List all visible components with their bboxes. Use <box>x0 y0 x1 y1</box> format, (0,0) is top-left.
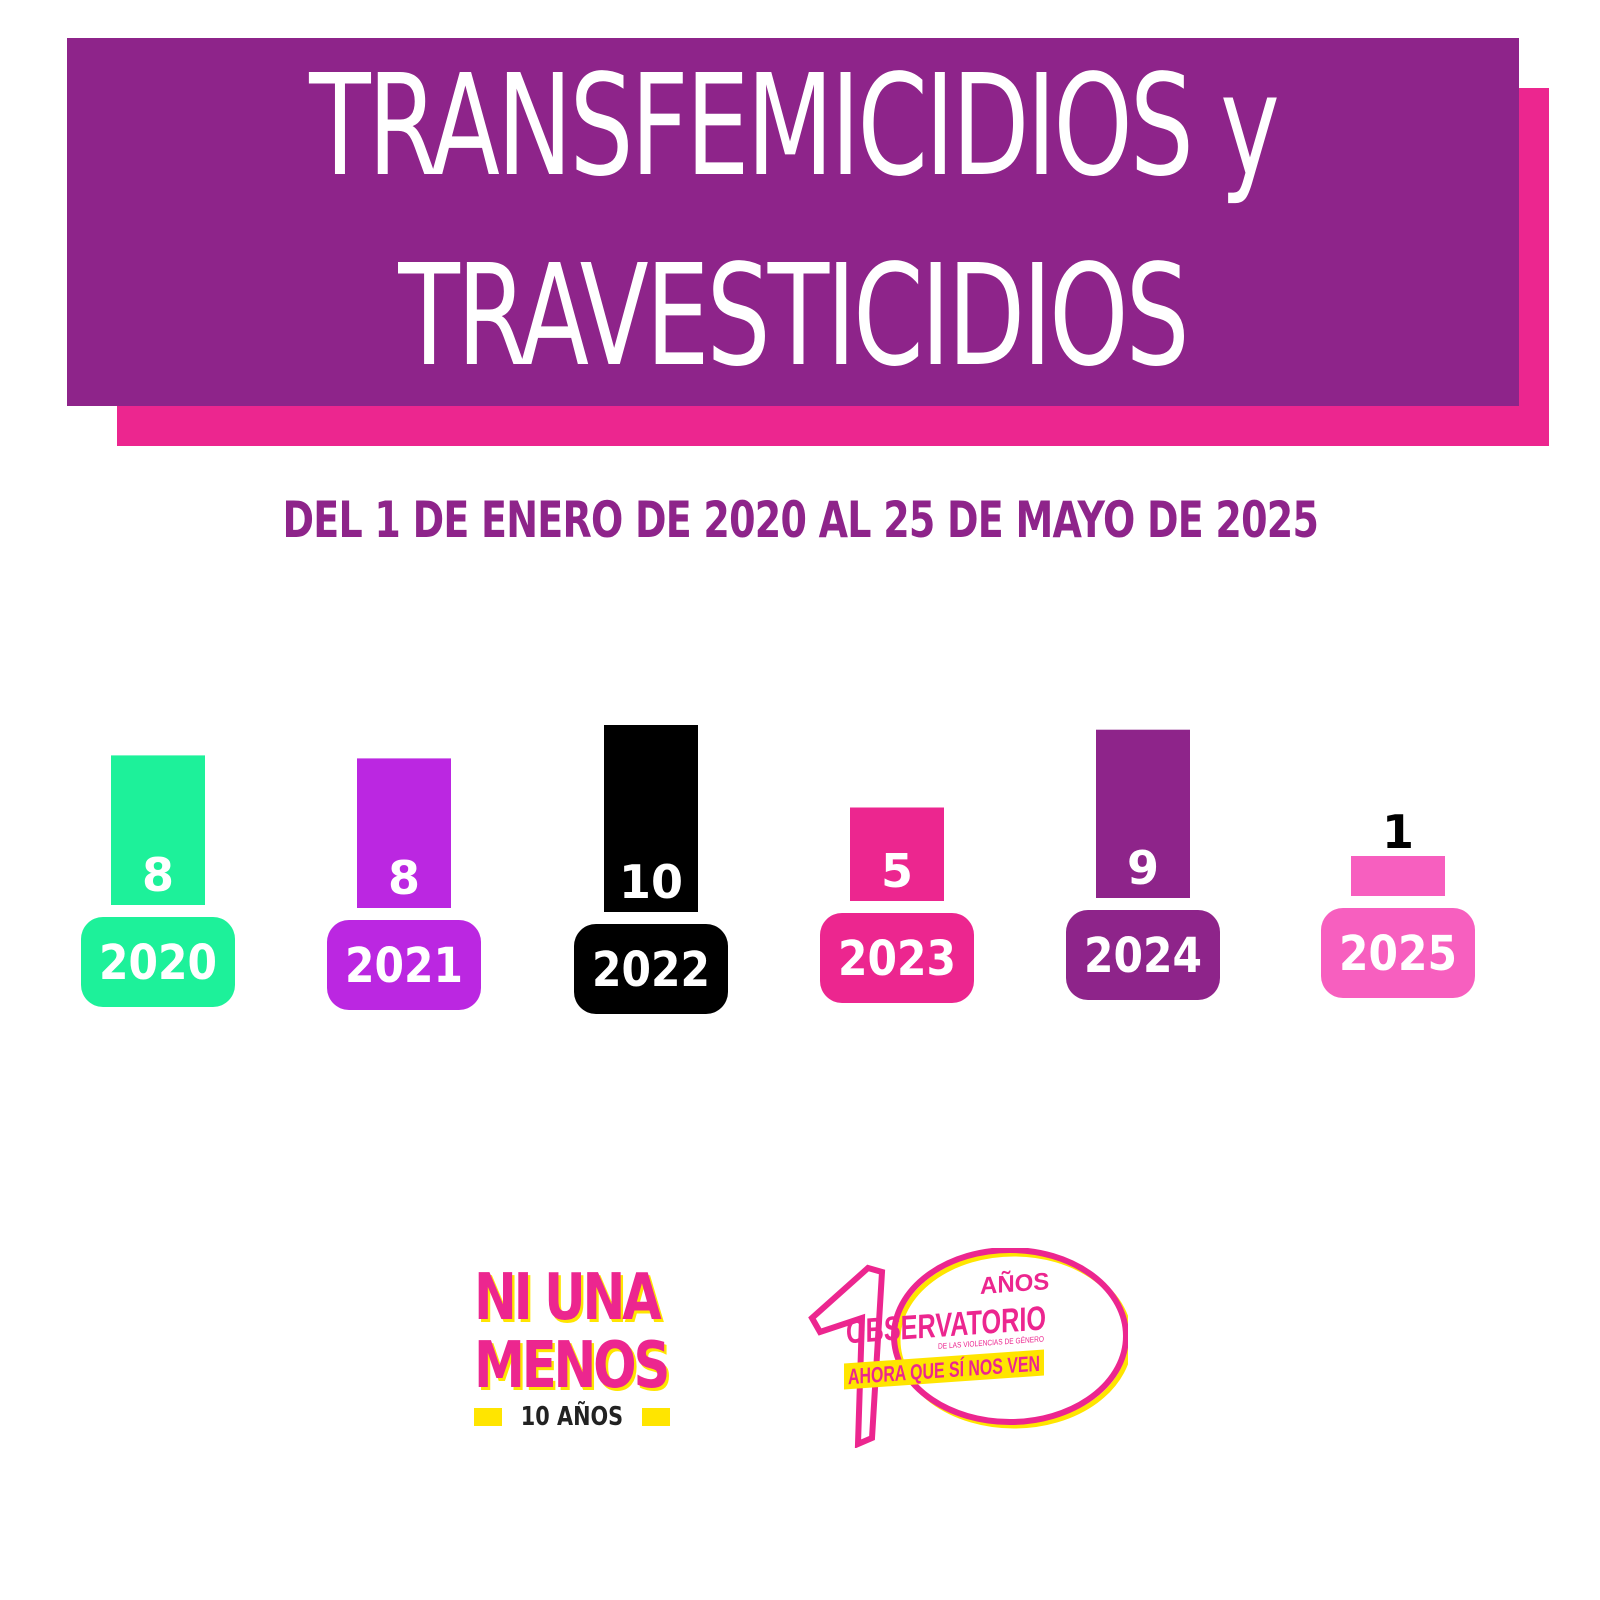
bar-value-label: 10 <box>619 855 683 909</box>
bar-2024 <box>1096 729 1190 898</box>
title-banner: TRANSFEMICIDIOS y TRAVESTICIDIOS <box>67 38 1519 406</box>
yellow-bar-right <box>641 1408 670 1426</box>
year-label: 2024 <box>1084 928 1202 984</box>
ni-una-menos-line-1: NI UNA <box>474 1261 662 1335</box>
bar-value-label: 5 <box>881 844 913 898</box>
observatorio-logo: AÑOS OBSERVATORIO DE LAS VIOLENCIAS DE G… <box>808 1248 1128 1448</box>
year-label: 2020 <box>99 935 217 991</box>
bar-chart: 8 2020 8 2021 10 2022 5 2023 9 2024 1 2025 <box>81 725 1475 1014</box>
ni-una-menos-line-2: MENOS <box>474 1329 670 1403</box>
yellow-bar-left <box>474 1408 503 1426</box>
bar-value-label: 8 <box>142 848 174 902</box>
year-label: 2022 <box>592 942 710 998</box>
bar-2022 <box>604 725 698 912</box>
obs-anos: AÑOS <box>980 1267 1049 1300</box>
ten-zero-ring-yellow <box>895 1251 1128 1429</box>
year-label: 2025 <box>1339 926 1457 982</box>
year-pill <box>820 913 974 1003</box>
year-label: 2021 <box>345 938 463 994</box>
ni-una-menos-years: 10 AÑOS <box>520 1402 624 1432</box>
bar-value-label: 9 <box>1127 841 1159 895</box>
ni-una-menos-footer: 10 AÑOS <box>474 1402 670 1432</box>
ten-one-outline <box>808 1264 886 1448</box>
subtitle-text: DEL 1 DE ENERO DE 2020 AL 25 DE MAYO DE … <box>282 491 1318 549</box>
bar-2023 <box>850 807 944 901</box>
subtitle: DEL 1 DE ENERO DE 2020 AL 25 DE MAYO DE … <box>0 487 1600 553</box>
bar-value-label: 1 <box>1382 805 1414 859</box>
year-pill <box>1066 910 1220 1000</box>
year-pill <box>1321 908 1475 998</box>
ni-una-menos-logo: NI UNA MENOS 10 AÑOS <box>474 1264 670 1432</box>
bar-2020 <box>111 755 205 905</box>
bar-2025 <box>1351 856 1445 896</box>
obs-slogan-band <box>844 1349 1044 1390</box>
year-pill <box>574 924 728 1014</box>
bar-2021 <box>357 758 451 908</box>
title-line-2: TRAVESTICIDIOS <box>398 235 1190 398</box>
bar-value-label: 8 <box>388 851 420 905</box>
title-line-1: TRANSFEMICIDIOS y <box>309 45 1280 208</box>
year-pill <box>327 920 481 1010</box>
year-pill <box>81 917 235 1007</box>
ten-zero-ring <box>891 1248 1128 1425</box>
year-label: 2023 <box>838 931 956 987</box>
